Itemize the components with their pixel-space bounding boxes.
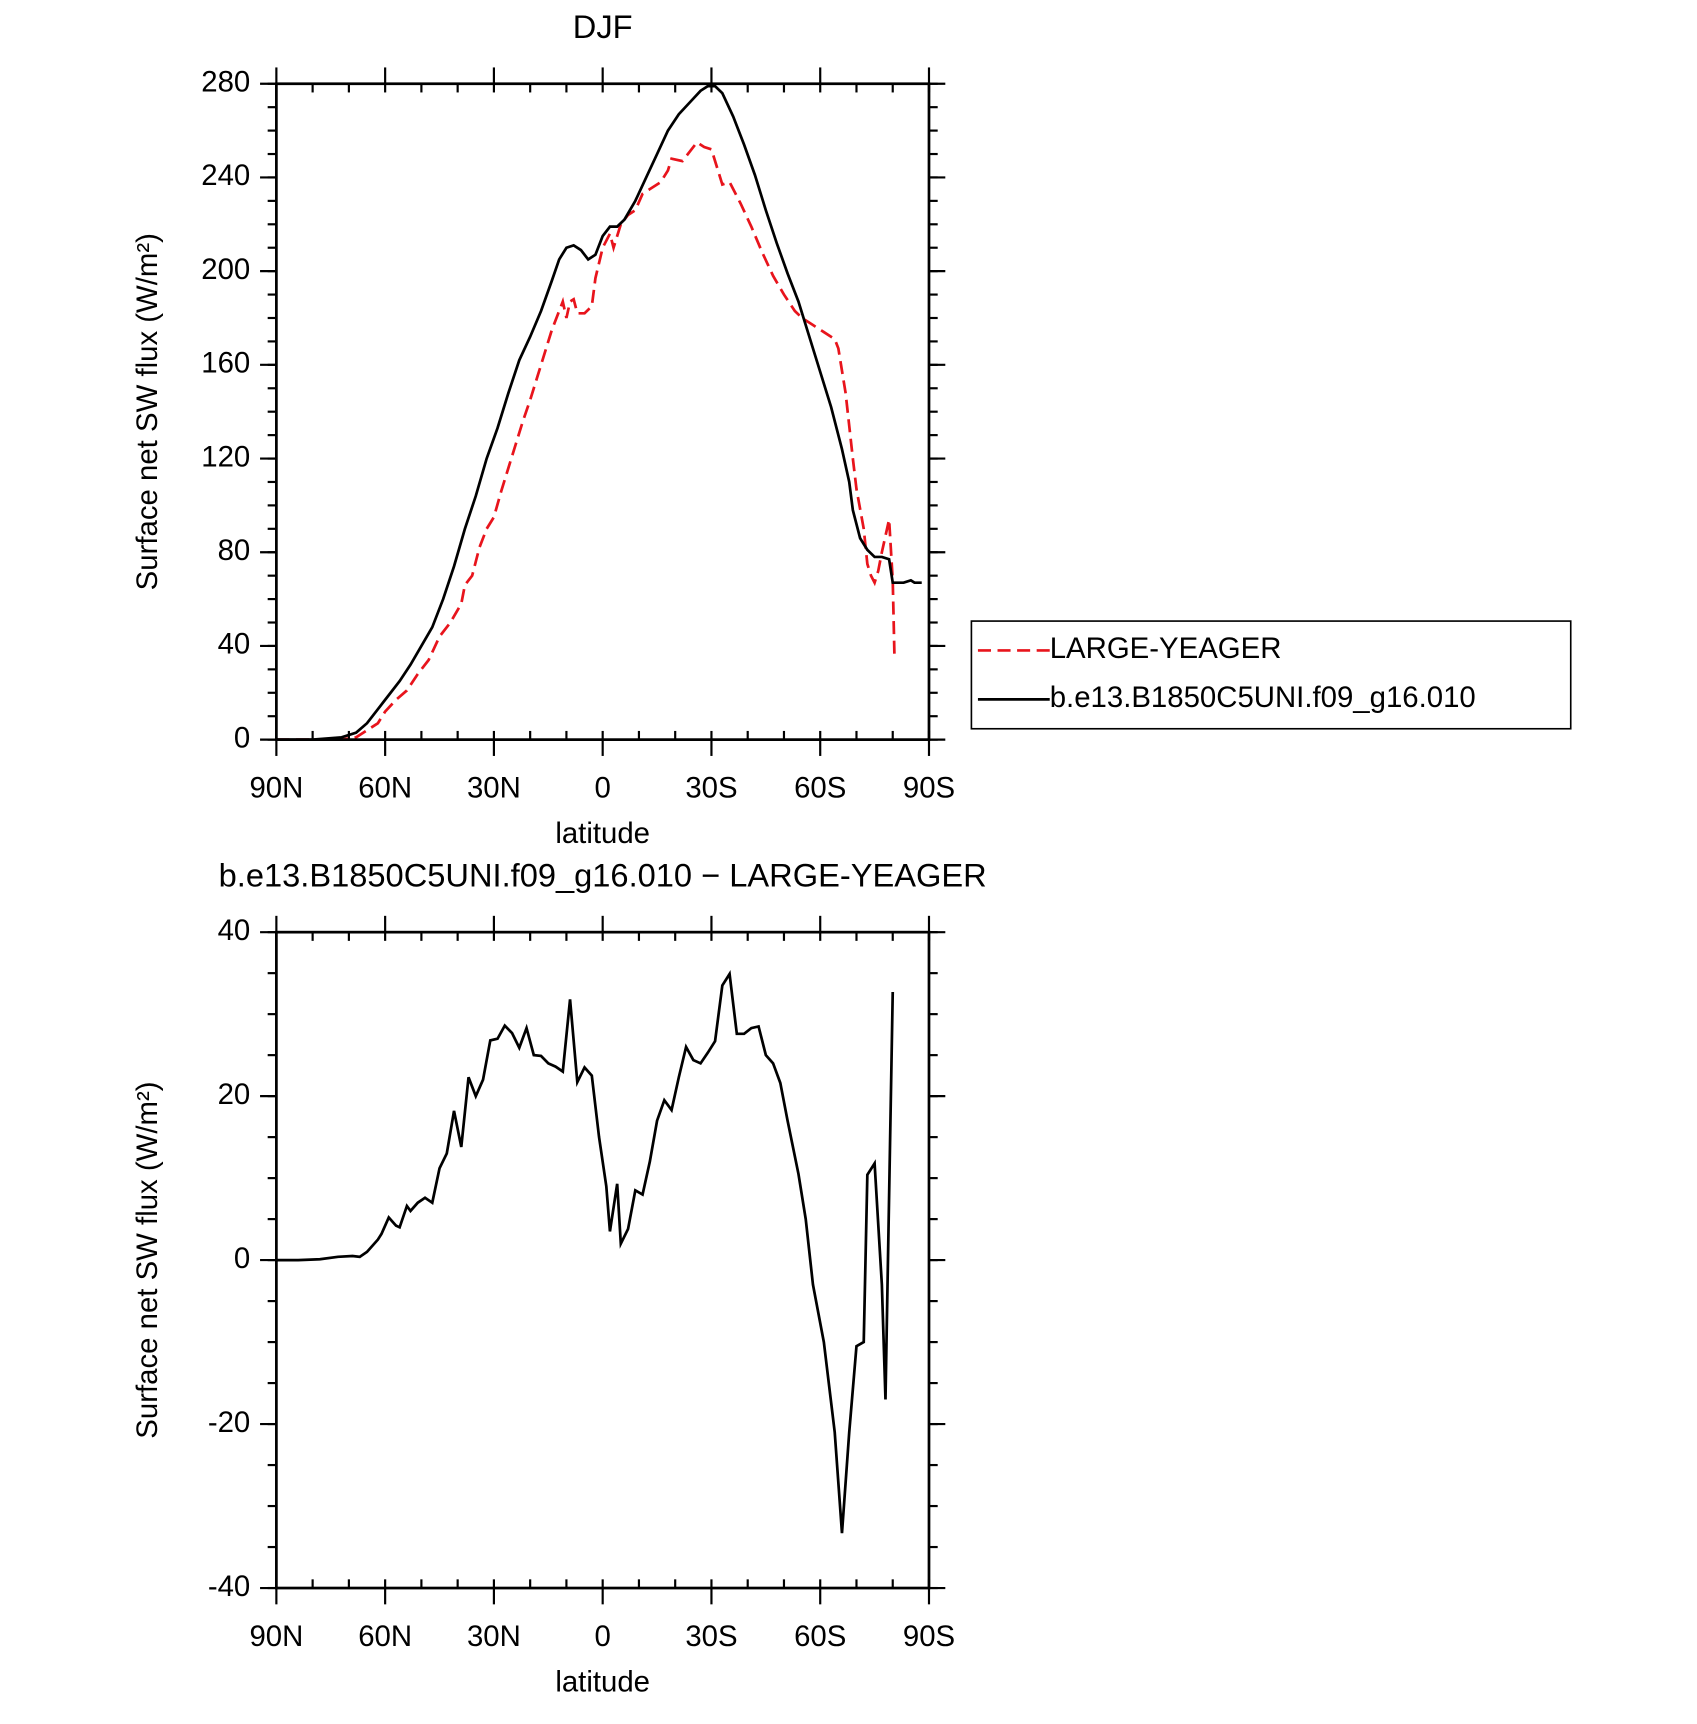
y-tick-label: 0 bbox=[234, 1242, 250, 1275]
x-tick-label: 90N bbox=[249, 1620, 303, 1653]
x-axis-label: latitude bbox=[555, 1666, 650, 1699]
y-tick-label: 200 bbox=[201, 253, 250, 286]
x-tick-label: 30S bbox=[685, 1620, 737, 1653]
x-tick-label: 30S bbox=[685, 771, 737, 804]
data-line bbox=[276, 970, 895, 1534]
x-tick-label: 60N bbox=[358, 771, 412, 804]
y-tick-label: 20 bbox=[218, 1078, 251, 1111]
legend-label: LARGE-YEAGER bbox=[1050, 632, 1282, 665]
legend-label: b.e13.B1850C5UNI.f09_g16.010 bbox=[1050, 681, 1476, 714]
x-tick-label: 0 bbox=[595, 771, 611, 804]
y-tick-label: 40 bbox=[218, 628, 251, 661]
y-tick-label: 120 bbox=[201, 440, 250, 473]
plot-frame bbox=[275, 82, 931, 741]
x-tick-label: 90N bbox=[249, 771, 303, 804]
y-tick-label: 40 bbox=[218, 914, 251, 947]
chart-title: b.e13.B1850C5UNI.f09_g16.010 − LARGE-YEA… bbox=[219, 856, 987, 893]
plot-frame bbox=[275, 930, 931, 1590]
data-line bbox=[276, 140, 896, 741]
x-tick-label: 0 bbox=[595, 1620, 611, 1653]
legend-box bbox=[970, 620, 1572, 730]
x-tick-label: 60S bbox=[794, 1620, 846, 1653]
x-tick-label: 90S bbox=[903, 1620, 955, 1653]
x-tick-label: 60N bbox=[358, 1620, 412, 1653]
x-tick-label: 30N bbox=[467, 771, 521, 804]
y-axis-label: Surface net SW flux (W/m²) bbox=[131, 1081, 164, 1438]
y-tick-label: 0 bbox=[234, 721, 250, 754]
y-tick-label: 80 bbox=[218, 534, 251, 567]
data-line bbox=[276, 84, 922, 741]
y-tick-label: -20 bbox=[208, 1406, 250, 1439]
x-tick-label: 60S bbox=[794, 771, 846, 804]
x-axis-label: latitude bbox=[555, 817, 650, 850]
x-tick-label: 30N bbox=[467, 1620, 521, 1653]
y-tick-label: 160 bbox=[201, 347, 250, 380]
y-tick-label: -40 bbox=[208, 1570, 250, 1603]
y-tick-label: 280 bbox=[201, 66, 250, 99]
chart-title: DJF bbox=[573, 8, 633, 45]
y-tick-label: 240 bbox=[201, 159, 250, 192]
x-tick-label: 90S bbox=[903, 771, 955, 804]
y-axis-label: Surface net SW flux (W/m²) bbox=[131, 233, 164, 590]
